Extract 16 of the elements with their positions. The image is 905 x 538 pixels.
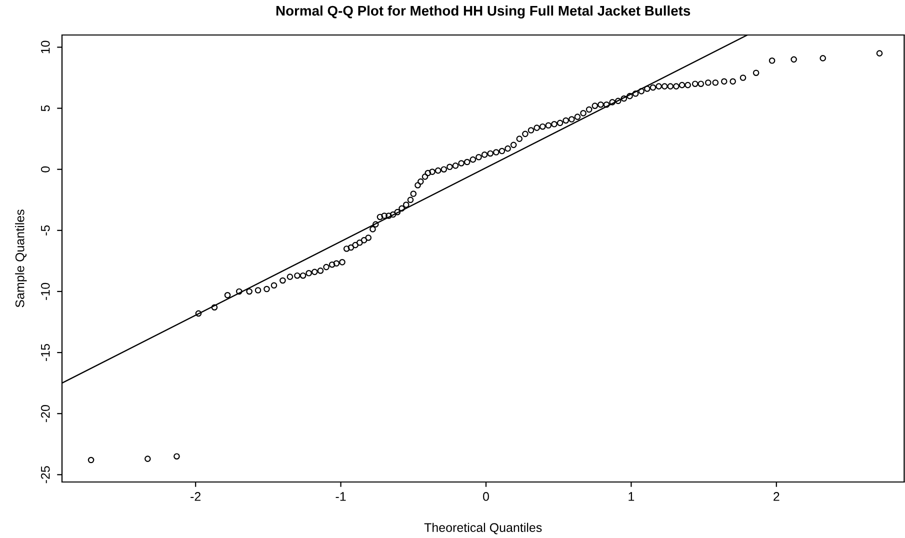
- chart-title: Normal Q-Q Plot for Method HH Using Full Metal Jacket Bullets: [276, 5, 690, 18]
- x-tick-label: 1: [628, 492, 634, 501]
- y-axis-title: Sample Quantiles: [15, 210, 27, 308]
- x-tick-label: 0: [483, 492, 489, 501]
- x-tick-label: -1: [336, 492, 346, 501]
- y-tick-label: -10: [40, 282, 50, 300]
- y-tick-label: 10: [40, 40, 50, 54]
- y-tick-label: -5: [41, 225, 50, 236]
- y-tick-label: -20: [40, 405, 50, 422]
- y-tick-label: -15: [41, 344, 50, 362]
- y-tick-label: 5: [41, 105, 50, 112]
- y-tick-label: 0: [40, 166, 50, 172]
- x-axis-title: Theoretical Quantiles: [424, 522, 542, 534]
- y-tick-label: -25: [40, 466, 50, 484]
- x-tick-label: 2: [774, 492, 780, 501]
- x-tick-label: -2: [190, 492, 201, 501]
